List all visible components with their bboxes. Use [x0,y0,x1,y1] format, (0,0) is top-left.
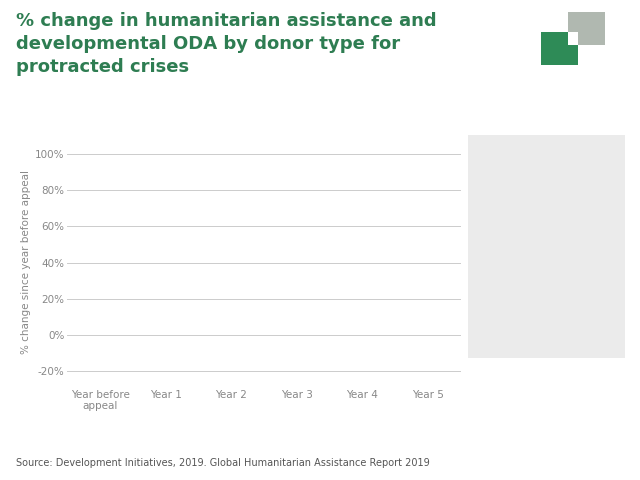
Bar [568,12,605,45]
Bar [541,32,578,65]
Text: % change in humanitarian assistance and
developmental ODA by donor type for
prot: % change in humanitarian assistance and … [16,12,436,76]
Text: Source: Development Initiatives, 2019. Global Humanitarian Assistance Report 201: Source: Development Initiatives, 2019. G… [16,458,429,468]
Bar [568,32,578,45]
Y-axis label: % change since year before appeal: % change since year before appeal [20,169,31,354]
